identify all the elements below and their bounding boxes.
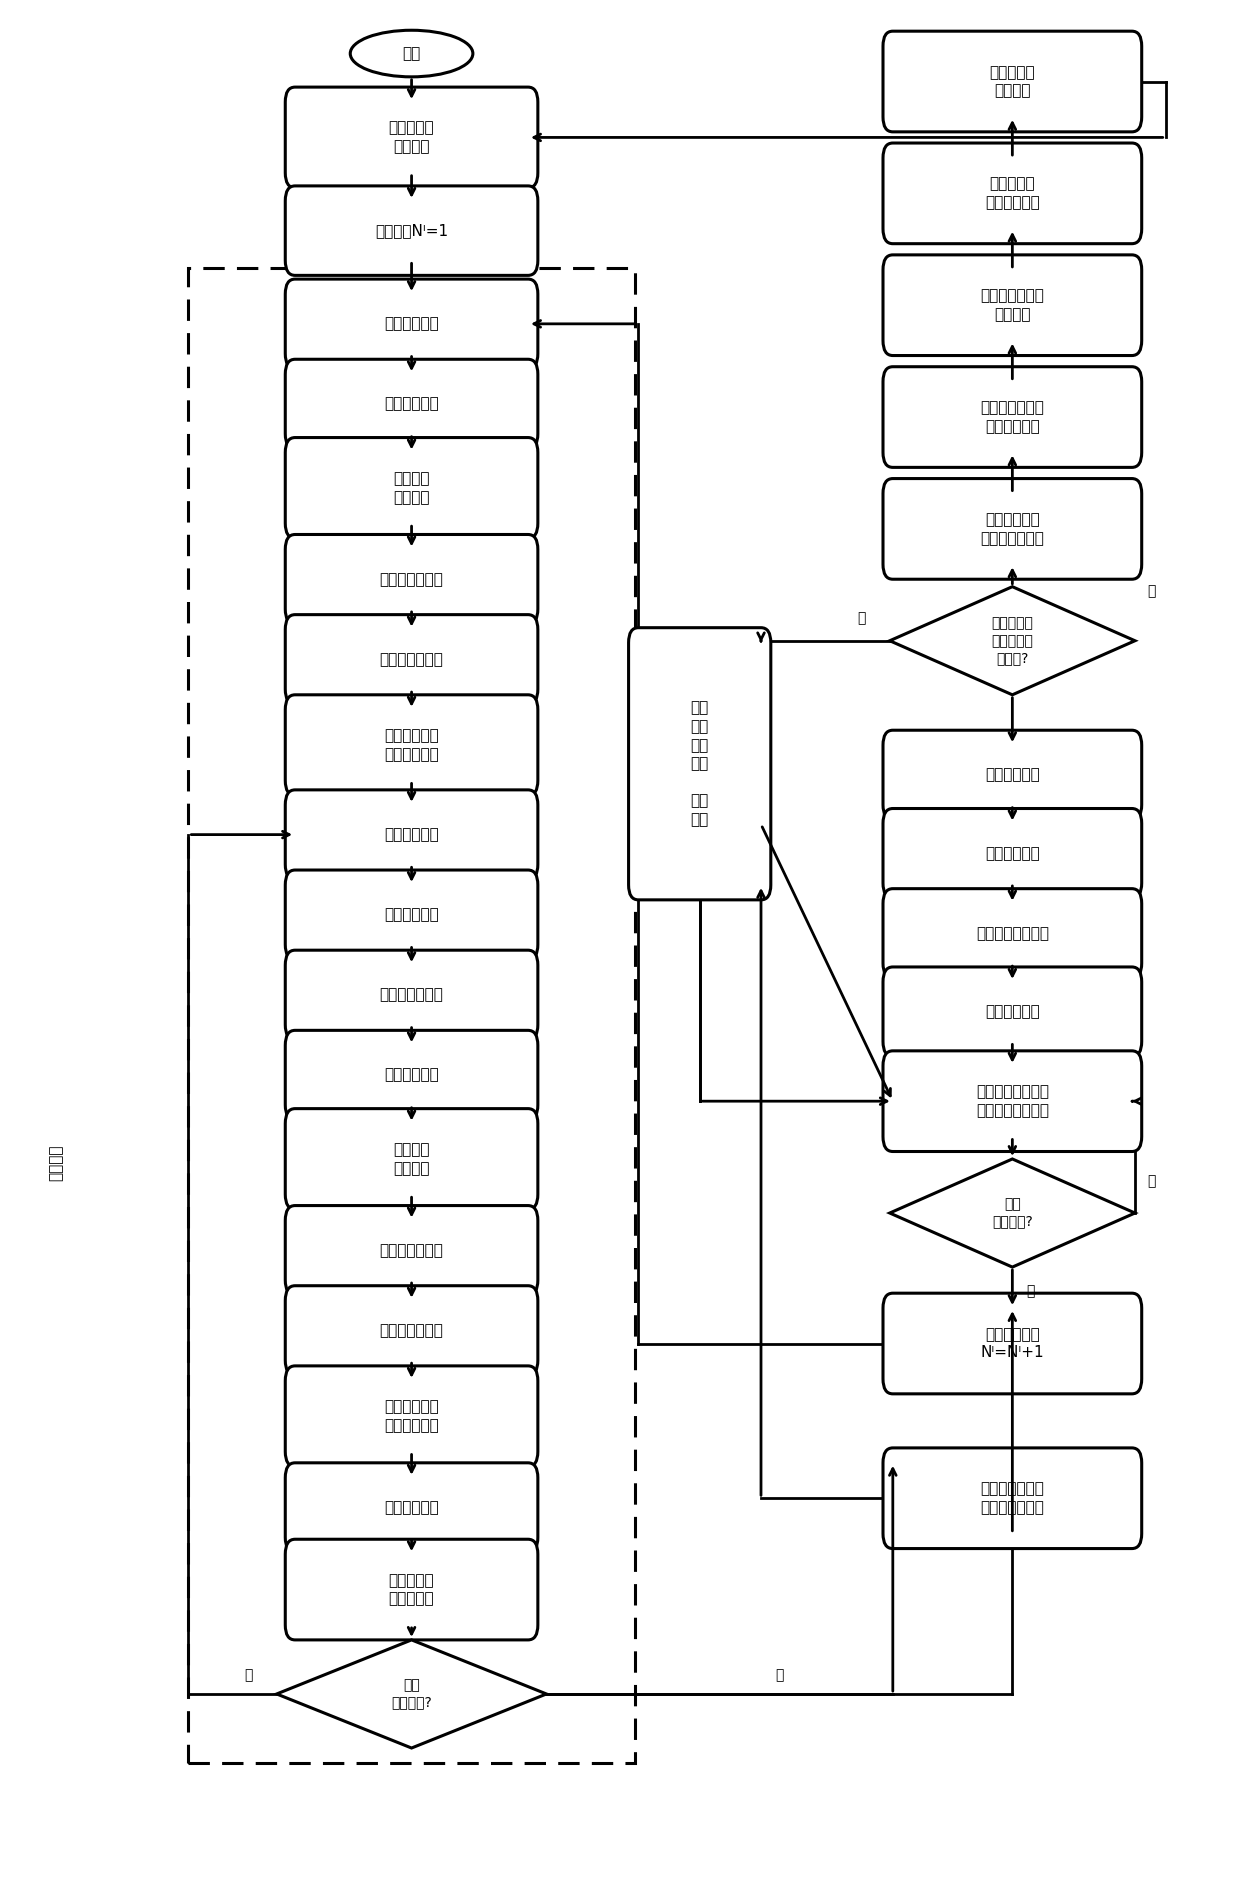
FancyBboxPatch shape <box>285 1031 538 1119</box>
FancyBboxPatch shape <box>285 1463 538 1553</box>
FancyBboxPatch shape <box>285 186 538 276</box>
FancyBboxPatch shape <box>285 791 538 879</box>
Text: 否: 否 <box>1027 1285 1035 1298</box>
FancyBboxPatch shape <box>883 255 1142 355</box>
Bar <box>188 269 635 1763</box>
FancyBboxPatch shape <box>883 809 1142 898</box>
Text: 产生初始蚁群: 产生初始蚁群 <box>384 316 439 331</box>
FancyBboxPatch shape <box>883 32 1142 131</box>
Text: 信号
分量
参数
记录

数目
累加: 信号 分量 参数 记录 数目 累加 <box>691 700 709 826</box>
FancyBboxPatch shape <box>883 1294 1142 1393</box>
Text: 残差信号生成: 残差信号生成 <box>985 845 1039 860</box>
Polygon shape <box>277 1639 547 1748</box>
Text: 否: 否 <box>857 610 866 625</box>
Text: 频谱峰值置零: 频谱峰值置零 <box>985 1005 1039 1020</box>
FancyBboxPatch shape <box>285 695 538 796</box>
Text: 本地最优更新
全局最优更新: 本地最优更新 全局最优更新 <box>384 729 439 762</box>
Text: 输出最终的
时频分布: 输出最终的 时频分布 <box>990 64 1035 98</box>
Text: 蚂蚁位置更新: 蚂蚁位置更新 <box>384 907 439 922</box>
Text: 残差能量计算: 残差能量计算 <box>985 768 1039 783</box>
Text: 快速逆傅里叶变换: 快速逆傅里叶变换 <box>976 926 1049 941</box>
Text: 适应度指标计算: 适应度指标计算 <box>379 1322 444 1337</box>
FancyBboxPatch shape <box>285 950 538 1040</box>
Text: 转移概率计算: 转移概率计算 <box>384 826 439 841</box>
Text: 根据优化参数
生成各信号分量: 根据优化参数 生成各信号分量 <box>981 513 1044 546</box>
Text: 信息素更新
适应度替换: 信息素更新 适应度替换 <box>389 1572 434 1606</box>
Text: 已达残差门
限或最大分
量数目?: 已达残差门 限或最大分 量数目? <box>992 616 1033 665</box>
Text: 参考函数生成: 参考函数生成 <box>384 1067 439 1082</box>
FancyBboxPatch shape <box>883 967 1142 1057</box>
Text: 快速傅里叶变换: 快速傅里叶变换 <box>379 571 444 586</box>
Text: 快速傅里叶变换: 快速傅里叶变换 <box>379 1243 444 1258</box>
FancyBboxPatch shape <box>285 359 538 449</box>
FancyBboxPatch shape <box>285 86 538 188</box>
FancyBboxPatch shape <box>883 888 1142 978</box>
Text: 参考函数生成: 参考函数生成 <box>384 396 439 411</box>
Text: 生成各信号分量
时频分布: 生成各信号分量 时频分布 <box>981 289 1044 321</box>
FancyBboxPatch shape <box>629 627 771 900</box>
Text: 否: 否 <box>244 1668 252 1683</box>
Text: 增大模型阶数
Nᴵ=Nᴵ+1: 增大模型阶数 Nᴵ=Nᴵ+1 <box>981 1326 1044 1360</box>
Text: 已达
最大阶数?: 已达 最大阶数? <box>992 1198 1033 1228</box>
FancyBboxPatch shape <box>285 1206 538 1296</box>
FancyBboxPatch shape <box>883 1448 1142 1549</box>
Polygon shape <box>890 1159 1135 1268</box>
FancyBboxPatch shape <box>285 280 538 368</box>
FancyBboxPatch shape <box>285 1540 538 1639</box>
Text: 是: 是 <box>1147 1174 1156 1189</box>
Text: 是: 是 <box>1147 584 1156 597</box>
Text: 本地最优更新
全局最优更新: 本地最优更新 全局最优更新 <box>384 1399 439 1433</box>
FancyBboxPatch shape <box>285 535 538 623</box>
FancyBboxPatch shape <box>883 1052 1142 1151</box>
Text: 混频处理
共轭相乘: 混频处理 共轭相乘 <box>393 471 430 505</box>
FancyBboxPatch shape <box>285 1365 538 1467</box>
Text: 已达
优化周期?: 已达 优化周期? <box>391 1679 432 1709</box>
FancyBboxPatch shape <box>285 614 538 704</box>
Text: 开始: 开始 <box>403 47 420 62</box>
Text: 蚁群优化: 蚁群优化 <box>48 1144 63 1181</box>
Ellipse shape <box>350 30 472 77</box>
Text: 算法初始化
预设参数: 算法初始化 预设参数 <box>389 120 434 154</box>
Text: 混频处理
共轭相乘: 混频处理 共轭相乘 <box>393 1142 430 1176</box>
FancyBboxPatch shape <box>883 479 1142 578</box>
Text: 是: 是 <box>775 1668 784 1683</box>
Text: 各信号分量
时频分布累加: 各信号分量 时频分布累加 <box>985 177 1039 210</box>
FancyBboxPatch shape <box>883 731 1142 819</box>
Text: 确定最优模型阶数
确定最优模型参数: 确定最优模型阶数 确定最优模型参数 <box>976 1084 1049 1117</box>
Text: 模型阶数Nᴵ=1: 模型阶数Nᴵ=1 <box>374 223 448 239</box>
FancyBboxPatch shape <box>285 870 538 960</box>
Text: 强制纠错与更新: 强制纠错与更新 <box>379 988 444 1003</box>
Text: 适应度指标计算: 适应度指标计算 <box>379 652 444 667</box>
FancyBboxPatch shape <box>285 438 538 539</box>
Text: 位置更新确认: 位置更新确认 <box>384 1501 439 1516</box>
FancyBboxPatch shape <box>285 1286 538 1375</box>
Text: 生成各信号分量
瞬时频率函数: 生成各信号分量 瞬时频率函数 <box>981 400 1044 434</box>
FancyBboxPatch shape <box>883 143 1142 244</box>
FancyBboxPatch shape <box>285 1108 538 1209</box>
FancyBboxPatch shape <box>883 366 1142 468</box>
Text: 记录最优个体的
模型阶数及参数: 记录最优个体的 模型阶数及参数 <box>981 1482 1044 1516</box>
Polygon shape <box>890 586 1135 695</box>
